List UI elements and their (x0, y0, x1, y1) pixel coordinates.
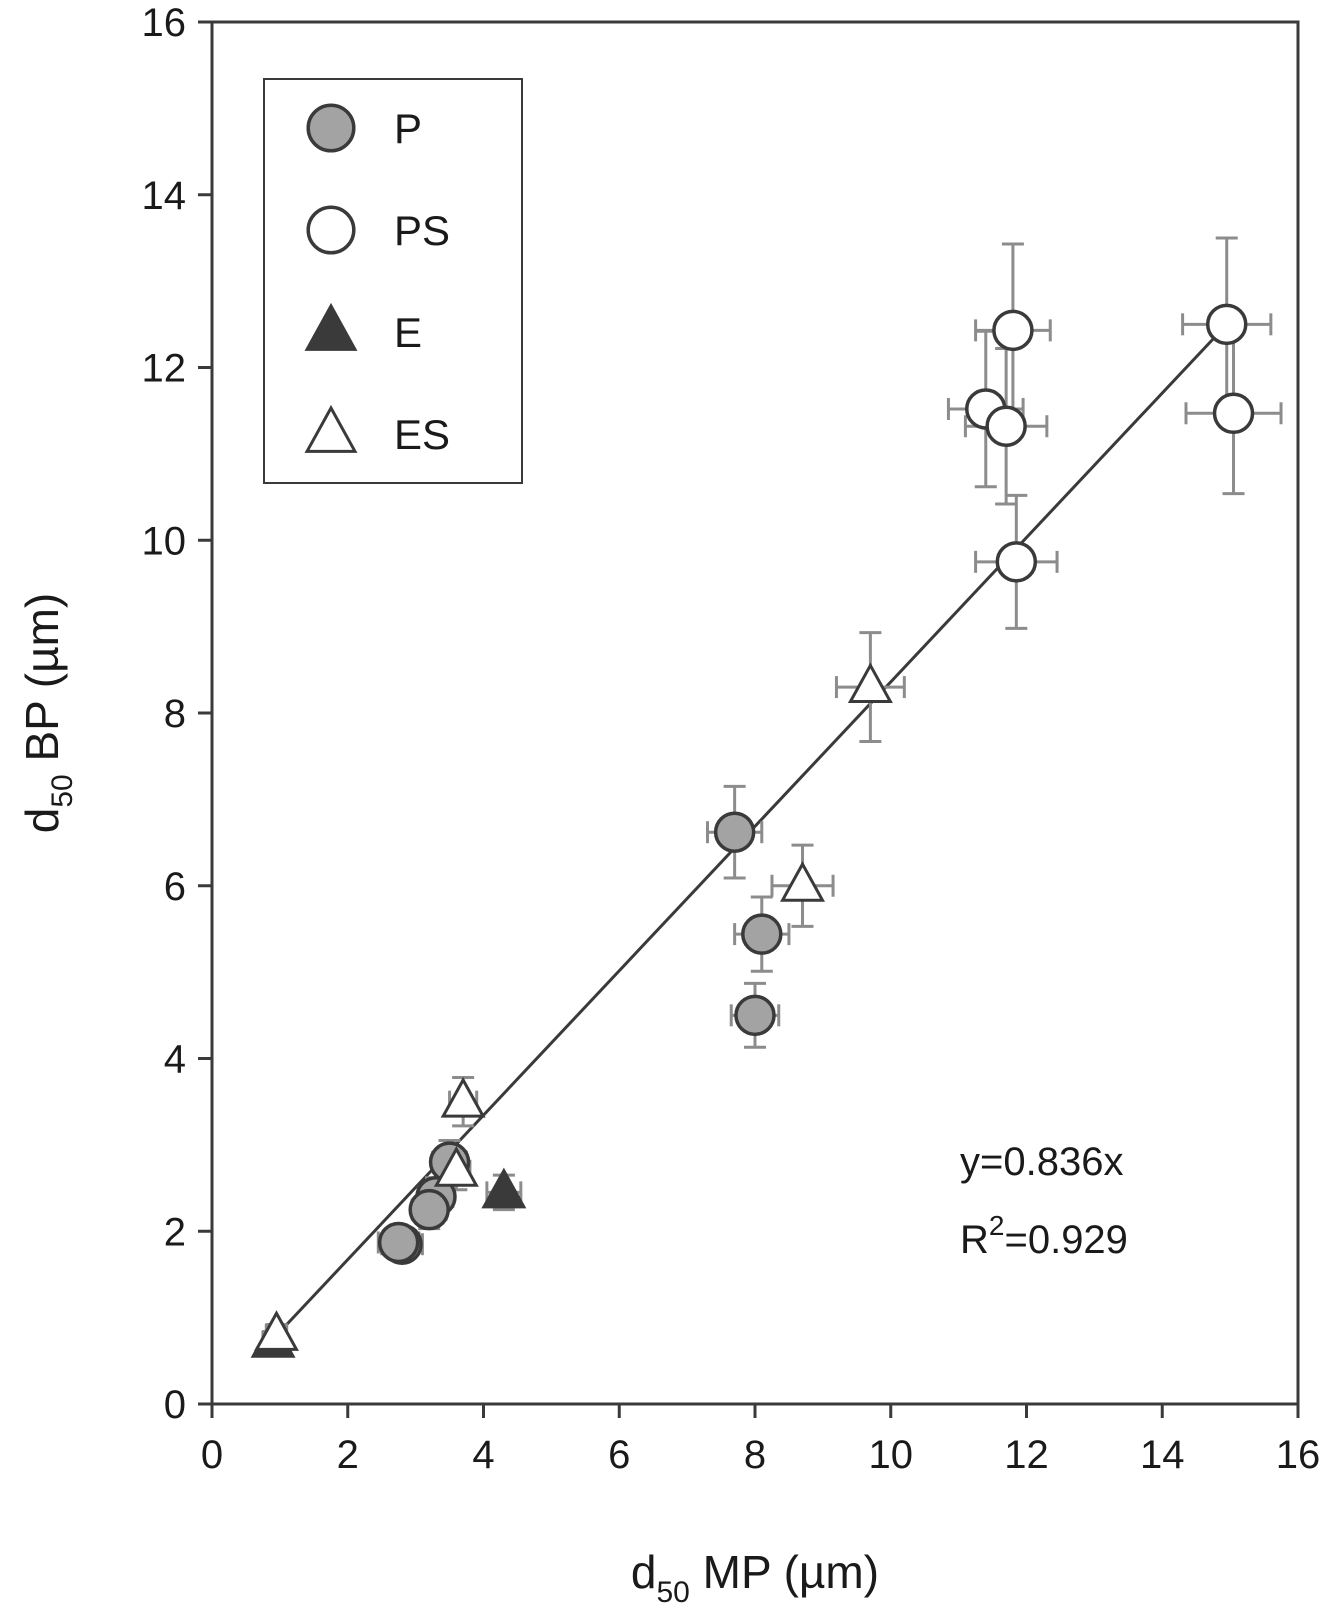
data-point-es (253, 1310, 299, 1351)
legend-label-p: P (394, 105, 422, 152)
r-squared-prefix: R (960, 1218, 989, 1262)
x-tick-label: 10 (869, 1433, 914, 1477)
y-tick-label: 0 (164, 1383, 186, 1427)
x-tick-label: 6 (608, 1433, 630, 1477)
data-point-ps (985, 405, 1027, 447)
fit-equation-annotation: y=0.836x (960, 1140, 1123, 1184)
r-squared-value: =0.929 (1004, 1218, 1127, 1262)
legend: P PS E ES (263, 78, 523, 484)
data-point-es (440, 1076, 486, 1118)
x-tick-label: 14 (1140, 1433, 1185, 1477)
x-axis-label-subscript: 50 (657, 1576, 690, 1607)
y-axis-label: d50 BP (µm) (16, 593, 79, 834)
data-point-ps (995, 541, 1038, 583)
legend-label-ps: PS (394, 207, 450, 254)
x-axis-label-main: d (631, 1546, 657, 1598)
axis-ticks: 0 2 4 6 8 10 12 14 16 0 2 4 6 8 10 12 14 16 (142, 1, 1321, 1477)
x-tick-label: 2 (337, 1433, 359, 1477)
r-squared-annotation: R2=0.929 (960, 1210, 1128, 1262)
y-axis-label-subscript: 50 (46, 774, 79, 807)
data-point-p (408, 1188, 450, 1231)
y-tick-label: 12 (142, 347, 187, 391)
x-axis-label-rest: MP (µm) (690, 1546, 879, 1598)
data-point-ps (1205, 303, 1248, 346)
r-squared-superscript: 2 (989, 1210, 1005, 1241)
errorbar (733, 895, 791, 973)
x-tick-label: 12 (1004, 1433, 1049, 1477)
legend-marker-p (306, 103, 356, 153)
y-axis-label-rest: BP (µm) (16, 593, 68, 775)
data-point-e (481, 1167, 527, 1209)
y-axis-label-main: d (16, 808, 68, 834)
markers-group (250, 303, 1255, 1358)
x-tick-label: 0 (201, 1433, 223, 1477)
data-point-p (734, 994, 776, 1037)
data-point-p (377, 1221, 420, 1264)
data-point-es (780, 860, 826, 902)
legend-label-e: E (394, 309, 422, 356)
legend-marker-es (304, 404, 358, 453)
legend-marker-ps (306, 205, 356, 255)
legend-items: P PS E ES (304, 103, 450, 458)
y-tick-label: 14 (142, 174, 187, 218)
legend-marker-e (304, 302, 358, 351)
y-tick-label: 2 (164, 1210, 186, 1254)
legend-label-es: ES (394, 411, 450, 458)
x-tick-label: 16 (1276, 1433, 1321, 1477)
y-tick-label: 10 (142, 519, 187, 563)
y-tick-label: 4 (164, 1038, 186, 1082)
x-tick-label: 4 (472, 1433, 494, 1477)
x-axis-label: d50 MP (µm) (631, 1546, 879, 1607)
data-point-ps (1212, 392, 1255, 435)
x-tick-label: 8 (744, 1433, 766, 1477)
y-tick-label: 16 (142, 1, 187, 45)
data-point-ps (992, 309, 1034, 352)
data-point-es (433, 1146, 479, 1187)
y-tick-label: 6 (164, 865, 186, 909)
legend-box (263, 78, 523, 484)
data-point-p (741, 913, 783, 955)
data-point-es (847, 662, 893, 704)
data-point-p (713, 811, 756, 853)
y-tick-label: 8 (164, 692, 186, 736)
